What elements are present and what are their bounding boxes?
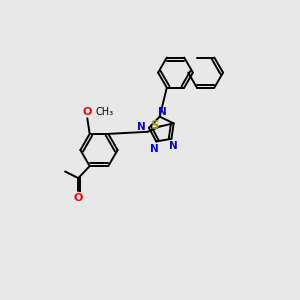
Text: S: S <box>151 119 159 132</box>
Text: N: N <box>137 122 146 132</box>
Text: CH₃: CH₃ <box>96 107 114 117</box>
Text: O: O <box>82 107 92 117</box>
Text: N: N <box>158 106 167 117</box>
Text: O: O <box>74 193 83 203</box>
Text: N: N <box>169 142 178 152</box>
Text: N: N <box>150 144 159 154</box>
